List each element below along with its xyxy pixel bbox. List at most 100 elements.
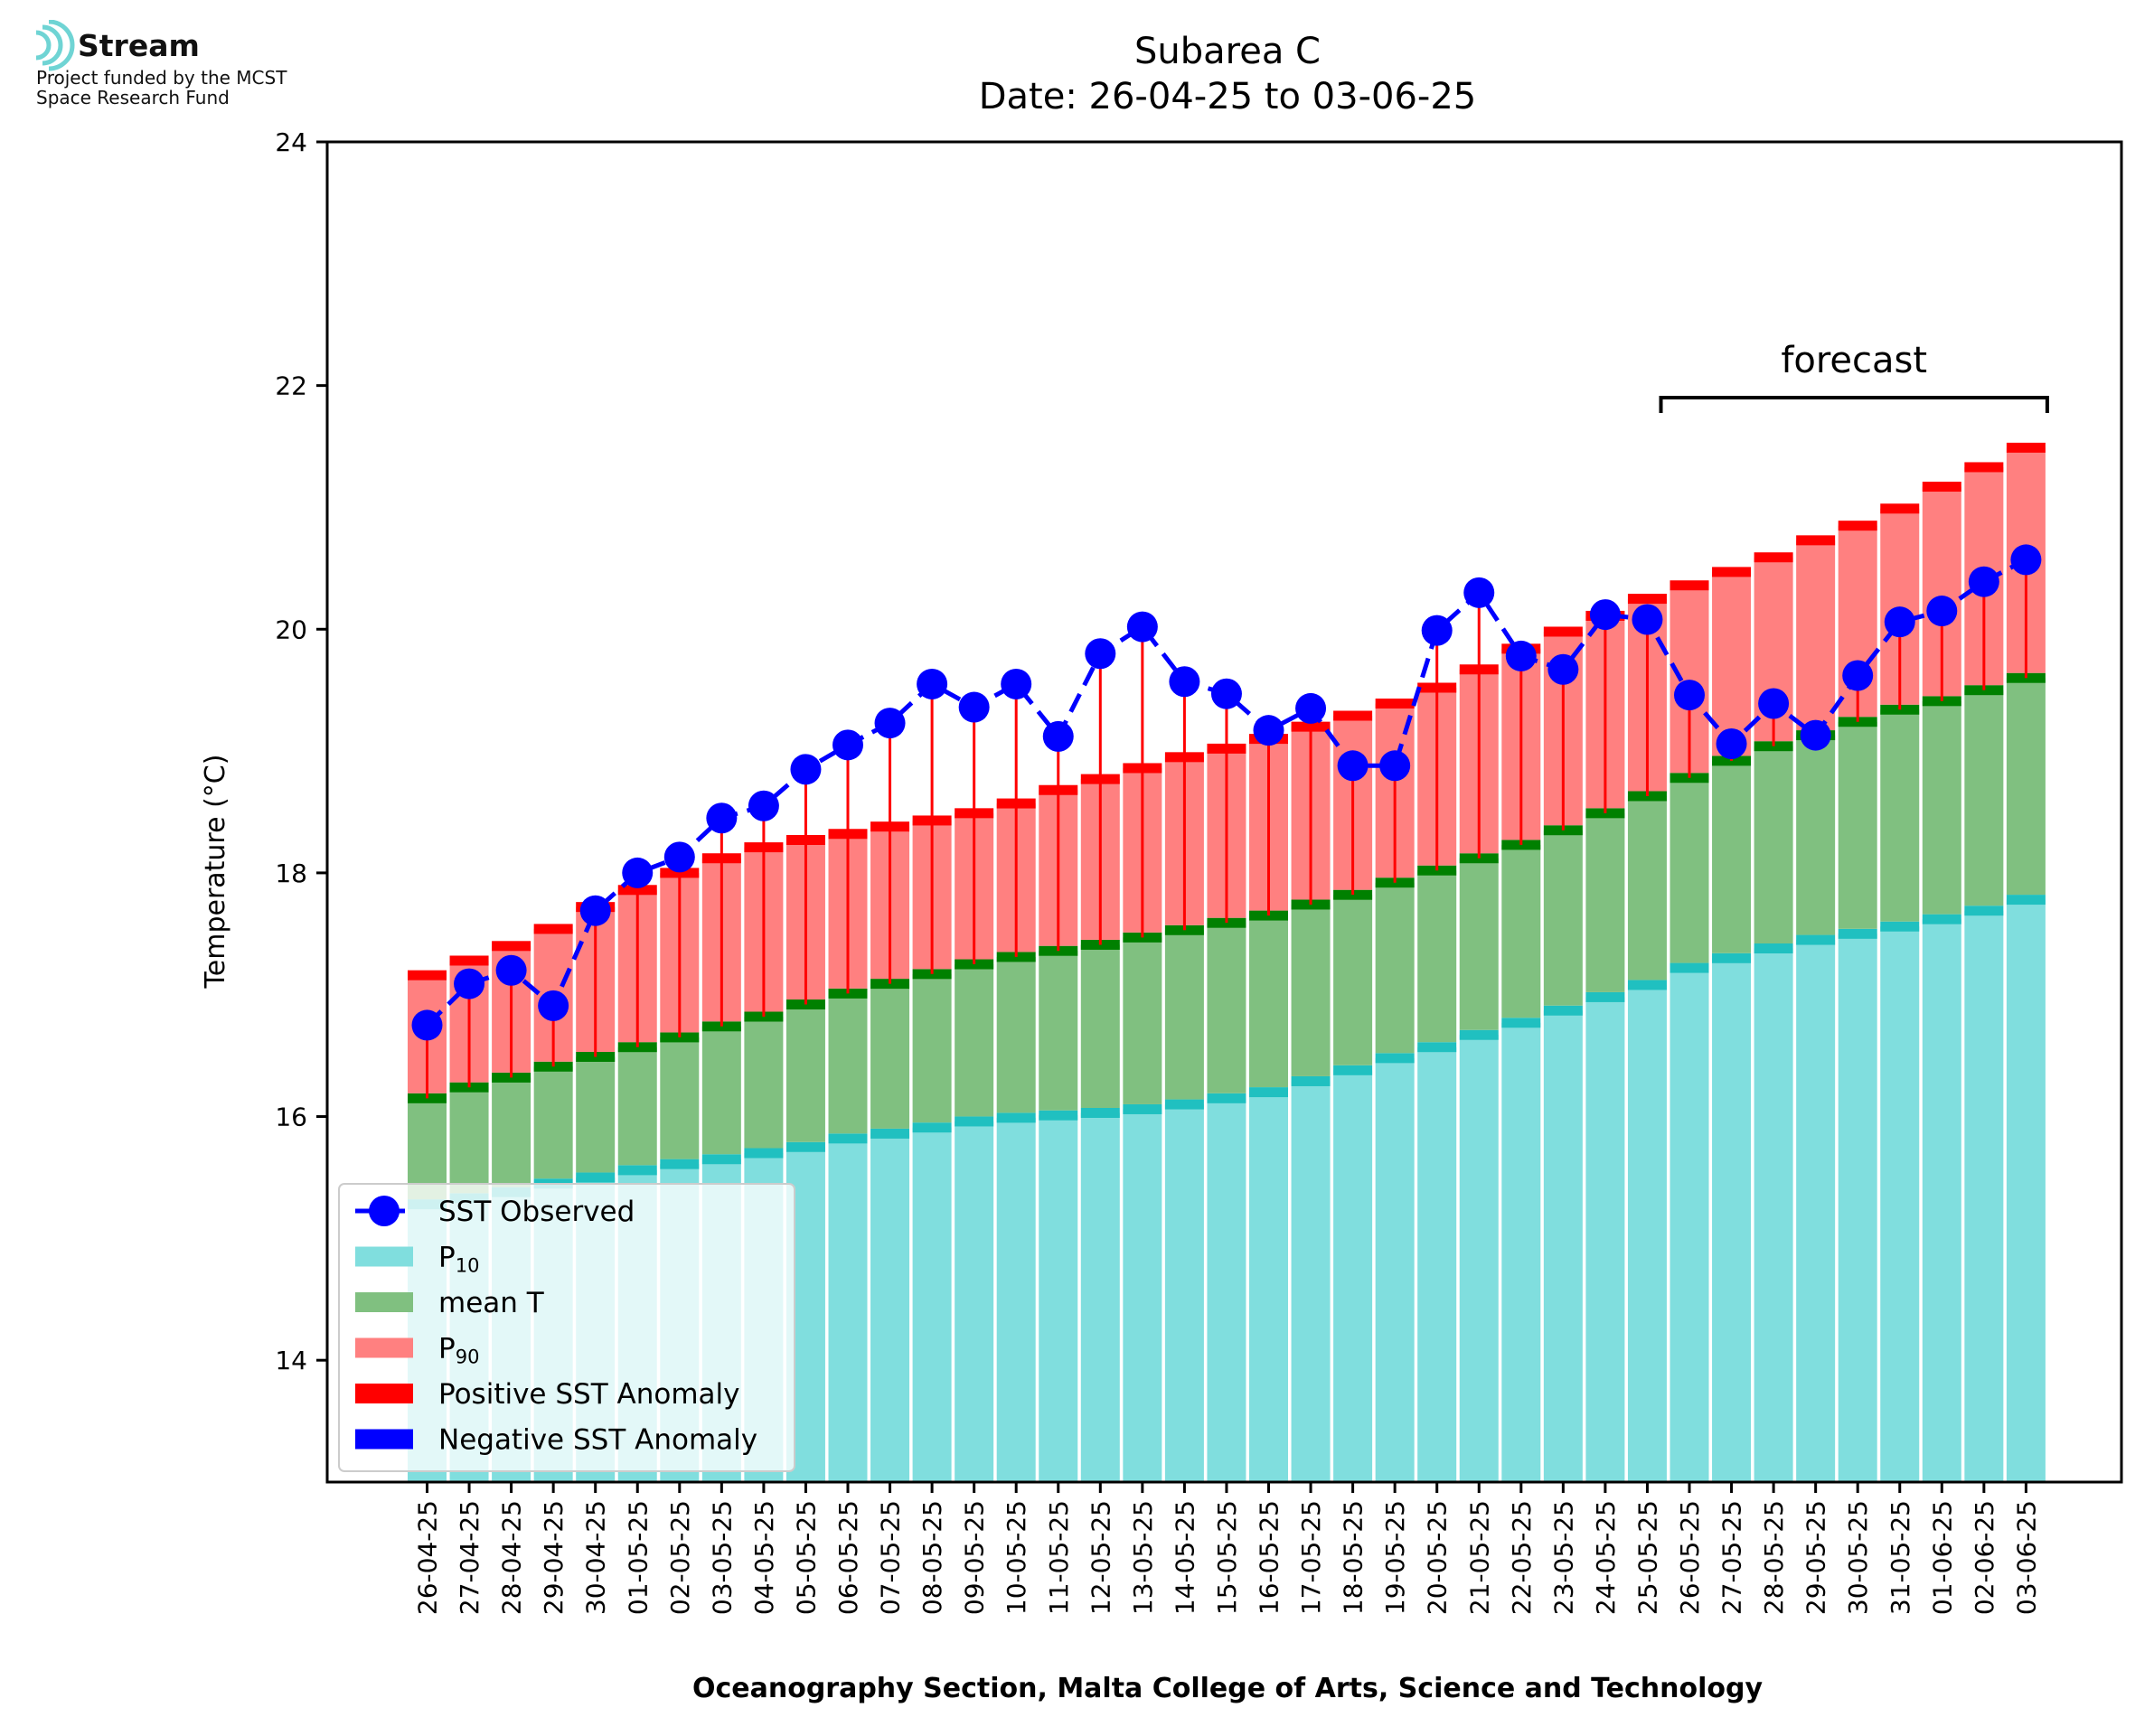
bar-p10-cap xyxy=(1123,1103,1162,1114)
bar-mean xyxy=(1880,709,1920,922)
bar-p10 xyxy=(870,1133,910,1482)
y-tick-label: 16 xyxy=(275,1103,307,1132)
bar-p10 xyxy=(1080,1112,1120,1482)
x-tick-label: 05-05-25 xyxy=(791,1500,821,1615)
bar-mean xyxy=(1922,700,1961,915)
sst-observed-point xyxy=(706,802,738,834)
x-tick-label: 03-06-25 xyxy=(2011,1500,2041,1615)
sst-observed-point xyxy=(1505,640,1537,671)
sst-observed-point xyxy=(832,729,863,761)
x-tick-label: 16-05-25 xyxy=(1255,1500,1284,1615)
legend-box xyxy=(338,1183,795,1472)
bar-p10 xyxy=(1838,934,1877,1482)
bar-p10 xyxy=(1964,910,2004,1482)
bar-p10-cap xyxy=(785,1141,825,1152)
forecast-label: forecast xyxy=(1781,340,1927,381)
x-tick-label: 02-05-25 xyxy=(665,1500,695,1615)
bar-p90-cap xyxy=(2006,442,2046,453)
bar-mean xyxy=(1459,858,1499,1030)
x-tick-label: 30-05-25 xyxy=(1843,1500,1873,1615)
sst-observed-point xyxy=(1968,566,1999,597)
bar-p10-cap xyxy=(1627,980,1667,990)
bar-mean xyxy=(617,1046,657,1166)
x-tick-label: 17-05-25 xyxy=(1296,1500,1326,1615)
x-tick-label: 29-05-25 xyxy=(1801,1500,1831,1615)
sst-observed-point xyxy=(1884,606,1915,638)
bar-p90 xyxy=(1796,540,1836,731)
bar-mean xyxy=(576,1056,616,1173)
x-tick-label: 14-05-25 xyxy=(1170,1500,1199,1615)
bar-p10 xyxy=(1375,1057,1415,1482)
sst-observed-point xyxy=(411,1009,443,1041)
bar-p10-cap xyxy=(955,1116,994,1127)
bar-p10 xyxy=(1922,919,1961,1482)
x-tick-label: 26-05-25 xyxy=(1675,1500,1705,1615)
bar-mean xyxy=(912,973,952,1123)
sst-observed-point xyxy=(1421,615,1453,646)
x-tick-label: 02-06-25 xyxy=(1970,1500,1999,1615)
bar-p10 xyxy=(1501,1022,1541,1482)
bar-p10 xyxy=(1543,1010,1583,1482)
sst-observed-point xyxy=(1210,678,1242,709)
bar-p10-cap xyxy=(701,1154,741,1165)
bar-p10 xyxy=(1249,1092,1288,1482)
bar-mean xyxy=(1670,777,1709,963)
x-tick-label: 09-05-25 xyxy=(960,1500,990,1615)
x-tick-label: 15-05-25 xyxy=(1212,1500,1242,1615)
y-tick-label: 20 xyxy=(275,615,307,644)
bar-mean xyxy=(1543,830,1583,1006)
bar-mean xyxy=(408,1098,447,1200)
plot-frame xyxy=(325,140,2123,1484)
bar-p90-cap xyxy=(1375,699,1415,709)
bar-p10-cap xyxy=(2006,895,2046,906)
sst-observed-point xyxy=(1547,653,1579,685)
bar-p10-cap xyxy=(576,1172,616,1183)
bar-mean xyxy=(870,983,910,1129)
logo-funding-line2: Space Research Fund xyxy=(36,87,230,108)
bar-p10-cap xyxy=(744,1148,784,1159)
legend-swatch xyxy=(355,1292,413,1312)
bar-p10 xyxy=(1417,1046,1457,1482)
sst-observed-point xyxy=(1337,750,1369,782)
bar-p90-cap xyxy=(1543,626,1583,637)
x-tick-label: 28-04-25 xyxy=(497,1500,527,1615)
x-axis-label: Oceanography Section, Malta College of A… xyxy=(692,1673,1764,1704)
bar-p10-cap xyxy=(996,1112,1036,1123)
y-tick-label: 22 xyxy=(275,371,307,401)
x-tick-label: 29-04-25 xyxy=(539,1500,569,1615)
logo-funding-line1: Project funded by the MCST xyxy=(36,67,287,89)
bar-mean xyxy=(1501,844,1541,1018)
bar-p10-cap xyxy=(1039,1110,1078,1121)
bar-p90-cap xyxy=(1796,535,1836,546)
bar-p10-cap xyxy=(1712,952,1752,963)
bar-p10-cap xyxy=(1543,1005,1583,1016)
bar-p10-cap xyxy=(1585,991,1625,1002)
bar-mean xyxy=(1123,937,1162,1104)
bar-p10-cap xyxy=(1796,934,1836,945)
bar-p10 xyxy=(1164,1104,1204,1482)
bar-p10 xyxy=(996,1117,1036,1482)
bar-p10-cap xyxy=(1880,921,1920,932)
sst-observed-point xyxy=(790,754,822,785)
sst-observed-point xyxy=(1253,715,1284,746)
legend-label-subscript: 90 xyxy=(456,1347,480,1368)
x-tick-label: 01-05-25 xyxy=(623,1500,653,1615)
bar-mean xyxy=(1964,690,2004,906)
bar-mean xyxy=(955,964,994,1117)
bar-p10 xyxy=(1291,1081,1331,1482)
bar-mean xyxy=(1754,746,1793,943)
bar-p90-cap xyxy=(1838,521,1877,531)
x-tick-label: 31-05-25 xyxy=(1886,1500,1915,1615)
bar-mean xyxy=(1164,930,1204,1100)
bar-p10-cap xyxy=(1838,928,1877,939)
bar-p10 xyxy=(828,1138,868,1482)
bar-p10-cap xyxy=(912,1122,952,1133)
sst-observed-point xyxy=(495,954,527,986)
sst-observed-point xyxy=(1716,728,1747,760)
bar-mean xyxy=(744,1016,784,1149)
bar-p10 xyxy=(1627,984,1667,1482)
x-tick-label: 27-05-25 xyxy=(1717,1500,1747,1615)
axes: 14 16 18 20 22 24 26-04-25 27-04-25 28-04-25 29-0… xyxy=(275,127,2123,1615)
